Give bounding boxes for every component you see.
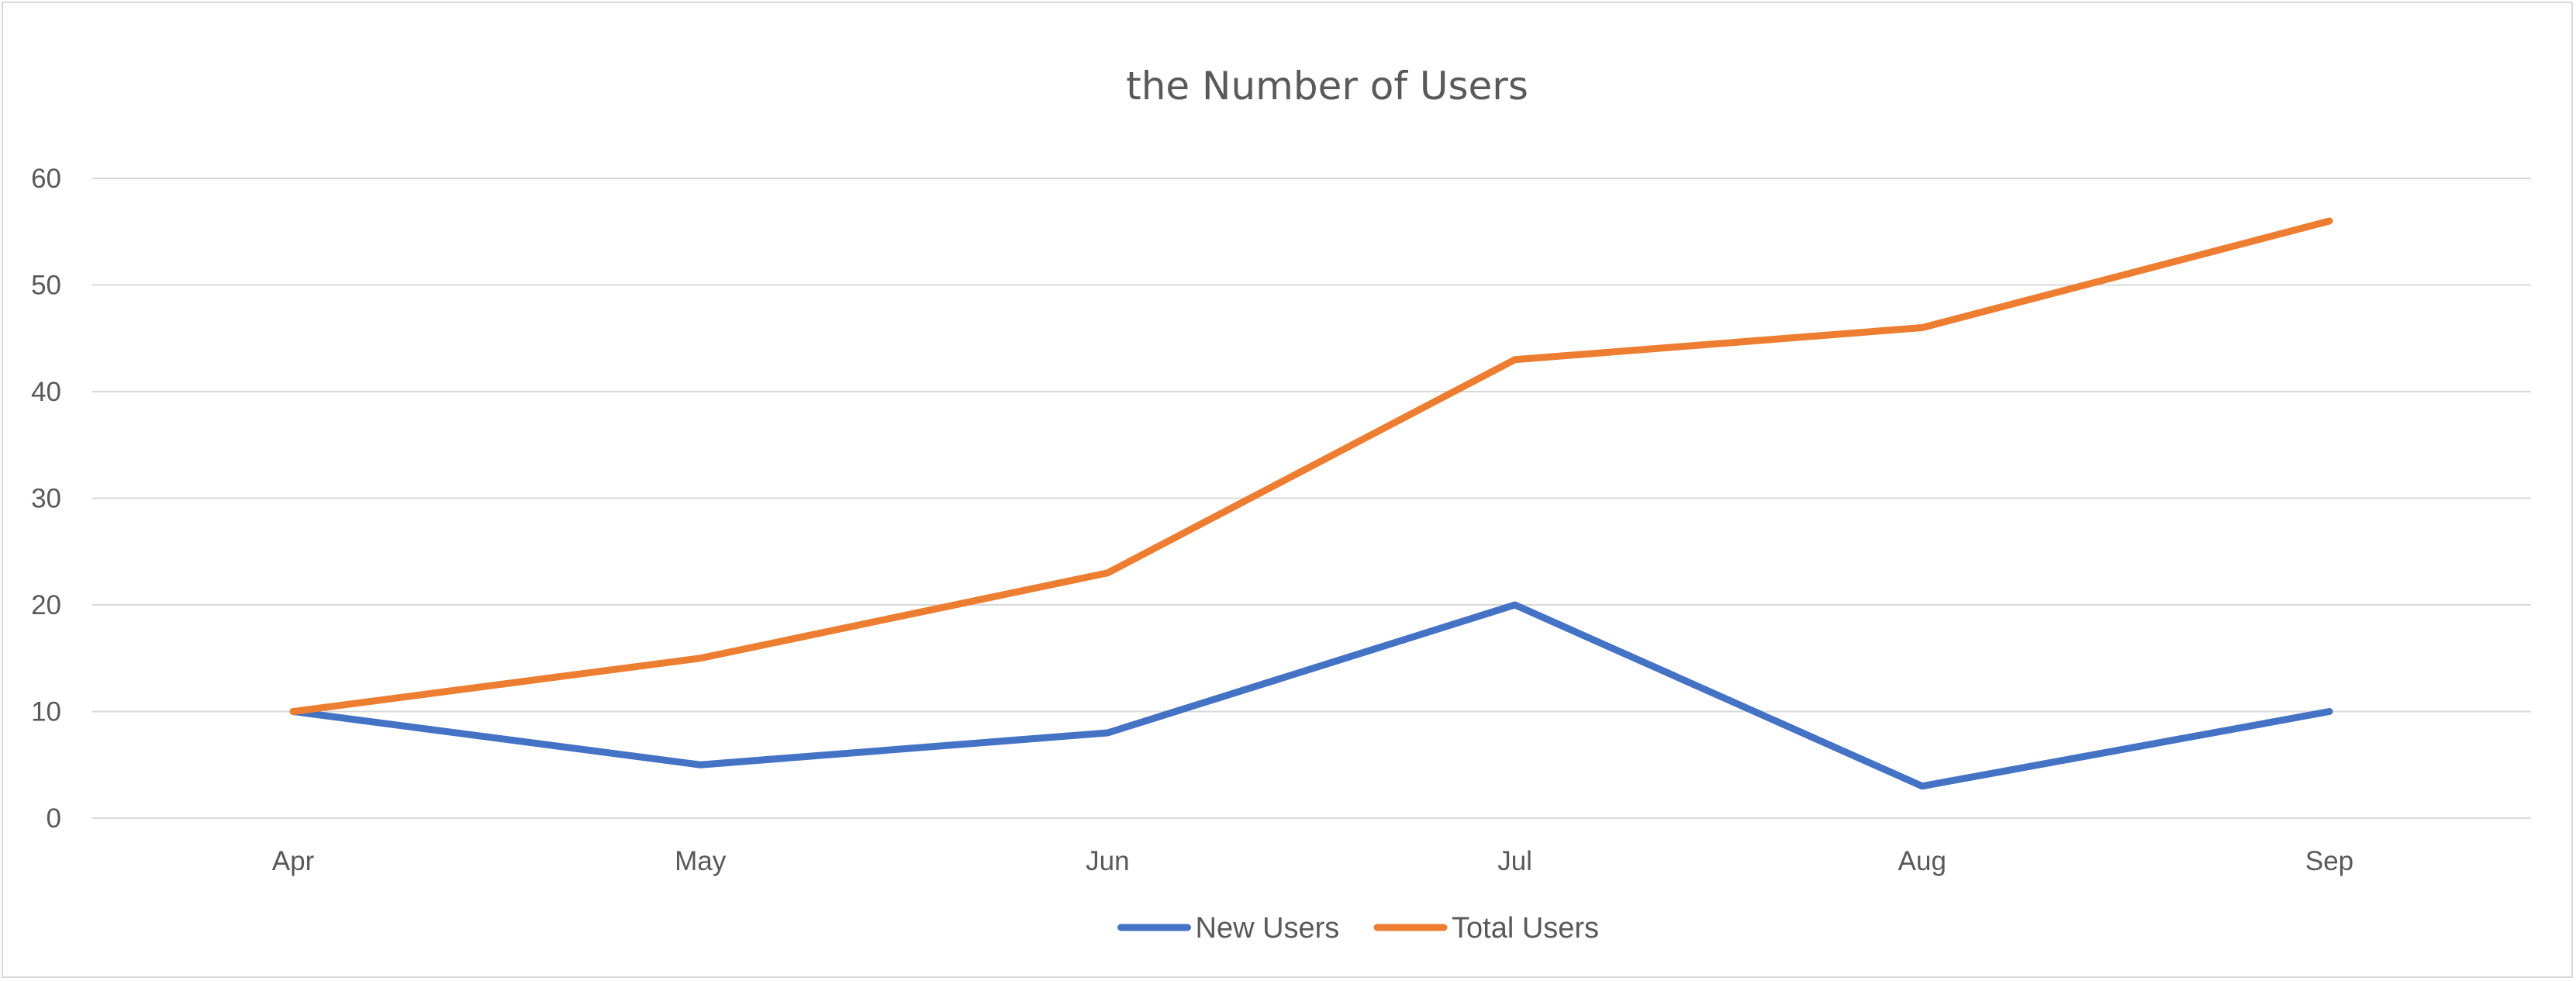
- chart-title: the Number of Users: [1126, 64, 1528, 109]
- y-tick-label: 60: [31, 164, 61, 194]
- data-point: [1107, 572, 1108, 574]
- legend-label: Total Users: [1452, 912, 1599, 945]
- data-point: [1514, 359, 1516, 361]
- x-tick-label: Apr: [272, 846, 315, 876]
- gridlines: [92, 178, 2531, 819]
- data-point: [1514, 604, 1516, 606]
- data-point: [2329, 711, 2330, 712]
- y-tick-label: 40: [31, 377, 61, 407]
- y-tick-label: 50: [31, 271, 61, 301]
- legend-label: New Users: [1196, 912, 1340, 945]
- x-tick-label: Jul: [1497, 846, 1532, 876]
- series-line: [289, 217, 2333, 715]
- series-line: [289, 601, 2333, 790]
- y-tick-label: 0: [47, 803, 61, 834]
- y-axis-tick-labels: 0 10 20 30 40 50 60: [31, 164, 61, 834]
- x-tick-label: May: [675, 846, 727, 876]
- y-tick-label: 20: [31, 590, 61, 620]
- line-chart: the Number of Users 0 10 20 30 40 50 60 Apr May…: [31, 64, 2531, 945]
- legend: New Users Total Users: [1117, 912, 1599, 945]
- data-point: [2329, 220, 2330, 222]
- x-tick-label: Aug: [1898, 846, 1946, 876]
- y-tick-label: 30: [31, 484, 61, 514]
- x-axis-tick-labels: Apr May Jun Jul Aug Sep: [272, 846, 2353, 876]
- data-point: [1107, 732, 1108, 734]
- y-tick-label: 10: [31, 697, 61, 727]
- x-tick-label: Sep: [2305, 846, 2353, 876]
- data-point: [292, 711, 294, 712]
- series-lines: [289, 217, 2333, 790]
- x-tick-label: Jun: [1086, 846, 1129, 876]
